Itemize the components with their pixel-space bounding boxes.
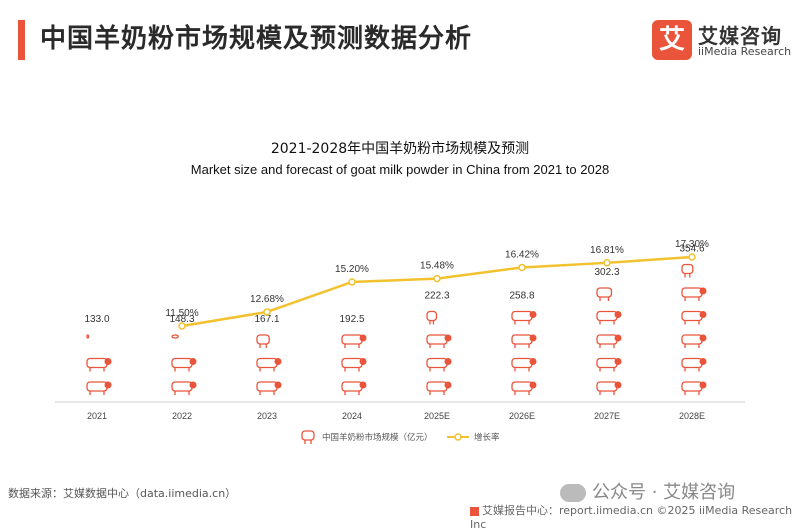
brand-logo: 艾 艾媒咨询 iiMedia Research <box>652 20 792 62</box>
sheep-icon <box>681 381 707 395</box>
bar-value-label: 133.0 <box>84 314 109 325</box>
sheep-icon <box>596 287 613 301</box>
x-tick-label: 2027E <box>594 411 620 421</box>
growth-rate-point <box>603 259 611 267</box>
sheep-icon <box>86 357 112 372</box>
growth-rate-label: 12.68% <box>250 294 284 305</box>
sheep-icon <box>171 334 179 339</box>
growth-rate-label: 17.30% <box>675 239 709 250</box>
bar-value-label: 222.3 <box>424 291 449 302</box>
x-tick-label: 2023 <box>257 411 277 421</box>
x-tick-label: 2025E <box>424 411 450 421</box>
footer: 艾媒报告中心：report.iimedia.cn ©2025 iiMedia R… <box>470 502 800 531</box>
sheep-icon <box>681 263 694 278</box>
sheep-icon <box>681 357 707 372</box>
logo-mark: 艾 <box>652 20 692 60</box>
sheep-icon <box>681 287 707 301</box>
sheep-icon <box>596 334 622 348</box>
data-source: 数据来源：艾媒数据中心（data.iimedia.cn） <box>8 487 237 500</box>
bar-value-label: 148.3 <box>169 314 194 325</box>
title-accent-bar <box>18 20 25 60</box>
sheep-icon <box>511 381 537 395</box>
sheep-icon <box>341 357 367 372</box>
legend-line-marker <box>454 433 462 441</box>
x-tick-label: 2022 <box>172 411 192 421</box>
bar-value-label: 354.6 <box>679 244 704 255</box>
growth-rate-point <box>348 278 356 286</box>
growth-rate-label: 15.20% <box>335 264 369 275</box>
sheep-icon <box>511 357 537 372</box>
sheep-icon <box>681 334 707 348</box>
sheep-icon <box>171 381 197 395</box>
bar-value-label: 192.5 <box>339 314 364 325</box>
growth-rate-point <box>178 322 186 330</box>
wechat-icon <box>560 484 586 502</box>
report-icon <box>470 506 479 516</box>
sheep-icon <box>596 381 622 395</box>
sheep-icon <box>596 357 622 372</box>
growth-rate-label: 16.42% <box>505 249 539 260</box>
page-title: 中国羊奶粉市场规模及预测数据分析 <box>40 24 473 54</box>
sheep-icon <box>86 334 90 339</box>
growth-rate-point <box>688 253 696 261</box>
sheep-icon <box>341 381 367 395</box>
sheep-icon <box>426 334 452 348</box>
sheep-icon <box>596 310 622 325</box>
legend-label-growth-rate: 增长率 <box>474 432 500 443</box>
logo-name-en: iiMedia Research <box>698 45 792 58</box>
x-tick-label: 2024 <box>342 411 362 421</box>
x-tick-label: 2026E <box>509 411 535 421</box>
chart-canvas: 133.0 2021 148.3 2022 167.1 2023 192.5 2024 222.… <box>55 239 745 444</box>
sheep-icon <box>256 381 282 395</box>
bar-value-label: 302.3 <box>594 267 619 278</box>
sheep-icon <box>256 357 282 372</box>
sheep-icon <box>86 381 112 395</box>
footer-text: 艾媒报告中心：report.iimedia.cn ©2025 iiMedia R… <box>470 504 793 531</box>
growth-rate-label: 11.50% <box>165 308 198 319</box>
sheep-icon <box>511 310 537 325</box>
chart-subtitle: Market size and forecast of goat milk po… <box>190 162 610 177</box>
x-tick-label: 2021 <box>87 411 107 421</box>
legend-sheep-icon <box>301 430 315 444</box>
watermark: 公众号 · 艾媒咨询 <box>560 478 735 504</box>
logo-name-cn: 艾媒咨询 <box>698 24 782 48</box>
growth-rate-point <box>263 308 271 316</box>
watermark-text: 公众号 · 艾媒咨询 <box>592 482 736 503</box>
sheep-icon <box>426 357 452 372</box>
growth-rate-point <box>518 263 526 272</box>
sheep-icon <box>256 334 270 348</box>
sheep-icon <box>426 381 452 395</box>
sheep-icon <box>341 334 367 348</box>
sheep-icon <box>171 357 197 372</box>
bar-value-label: 258.8 <box>509 291 534 302</box>
sheep-icon <box>511 334 537 348</box>
growth-rate-point <box>433 274 441 283</box>
x-tick-label: 2028E <box>679 411 705 421</box>
bar-value-label: 167.1 <box>254 314 279 325</box>
sheep-icon <box>681 310 707 325</box>
growth-rate-label: 15.48% <box>420 261 454 272</box>
legend-label-market-size: 中国羊奶粉市场规模（亿元） <box>322 432 433 443</box>
chart-title: 2021-2028年中国羊奶粉市场规模及预测 <box>270 141 530 157</box>
growth-rate-label: 16.81% <box>590 245 624 256</box>
sheep-icon <box>426 310 438 325</box>
